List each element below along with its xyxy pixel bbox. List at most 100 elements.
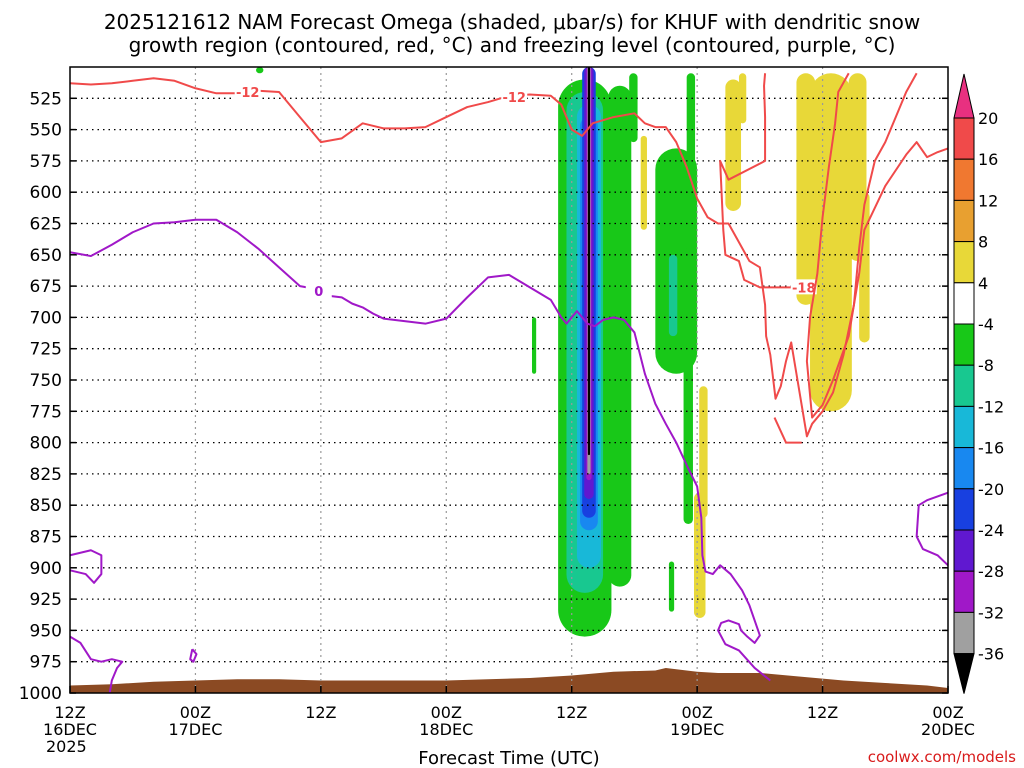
terrain-layer [70, 667, 948, 693]
y-tick-label: 750 [30, 371, 62, 391]
omega-region [256, 67, 264, 74]
omega-region [738, 73, 747, 124]
omega-region [640, 135, 647, 230]
x-tick-label: 00Z [180, 703, 211, 722]
contour-label-bg [234, 84, 261, 100]
omega-region [725, 79, 742, 211]
x-tick-label: 00Z [431, 703, 462, 722]
x-tick-label: 12Z [305, 703, 336, 722]
colorbar-label: 4 [978, 274, 988, 293]
omega-shading [256, 67, 870, 637]
x-axis-title: Forecast Time (UTC) [418, 748, 599, 768]
y-tick-label: 1000 [19, 684, 62, 704]
y-tick-label: 600 [30, 183, 62, 203]
colorbar-swatch [953, 405, 975, 449]
contour-label-bg [790, 279, 817, 295]
y-tick-label: 775 [30, 402, 62, 422]
y-tick-label: 525 [30, 89, 62, 109]
chart-title-line1: 2025121612 NAM Forecast Omega (shaded, μ… [104, 10, 920, 34]
x-tick-label: 19DEC [670, 720, 724, 739]
omega-region [796, 73, 816, 305]
freezing-level-contour [189, 648, 198, 663]
y-tick-label: 700 [30, 308, 62, 328]
contour-label: -18 [792, 281, 816, 296]
colorbar-swatch [953, 529, 975, 572]
colorbar-top-arrow [953, 73, 975, 119]
colorbar-swatch [953, 488, 975, 531]
colorbar-swatch [953, 282, 975, 325]
dgz-contours: -12 -12 -18 [69, 72, 949, 444]
contour-label-bg [501, 89, 528, 105]
colorbar-swatch [953, 199, 975, 243]
y-tick-label: 550 [30, 121, 62, 141]
x-tick-label: 00Z [681, 703, 712, 722]
x-tick-label: 17DEC [168, 720, 222, 739]
contour-label: -12 [502, 91, 526, 106]
colorbar-label: -36 [978, 645, 1004, 664]
omega-region [668, 254, 678, 337]
omega-region [699, 386, 708, 518]
colorbar-label: 12 [978, 191, 998, 210]
dgz-contour [69, 72, 918, 438]
contour-label: -12 [236, 86, 260, 101]
chart-title-line2: growth region (contoured, red, °C) and f… [129, 33, 896, 57]
omega-region [810, 73, 852, 412]
freezing-level-contour [69, 549, 103, 584]
colorbar-label: 8 [978, 233, 988, 252]
y-tick-label: 625 [30, 215, 62, 235]
y-tick-label: 650 [30, 246, 62, 266]
colorbar-swatch [953, 611, 975, 655]
credit-link[interactable]: coolwx.com/models [868, 748, 1016, 766]
y-tick-label: 950 [30, 621, 62, 641]
colorbar-swatch [953, 570, 975, 613]
colorbar-label: 16 [978, 150, 998, 169]
colorbar-label: 20 [978, 109, 998, 128]
y-tick-label: 800 [30, 434, 62, 454]
colorbar-swatch [953, 323, 975, 366]
colorbar-label: -4 [978, 315, 994, 334]
y-tick-label: 975 [30, 653, 62, 673]
y-tick-label: 875 [30, 528, 62, 548]
dgz-contour [773, 417, 802, 444]
colorbar-label: -8 [978, 356, 994, 375]
x-tick-label: 12Z [556, 703, 587, 722]
y-axis: 525 550 575 600 625 650 675 700 725 750 775 800 825 8… [19, 89, 948, 704]
y-tick-label: 900 [30, 559, 62, 579]
colorbar-label: -32 [978, 603, 1004, 622]
colorbar-swatch [953, 117, 975, 160]
y-tick-label: 825 [30, 465, 62, 485]
freezing-level-contour [915, 491, 949, 567]
contour-label-bg [305, 283, 332, 299]
dgz-contour [805, 72, 949, 419]
colorbar-swatch [953, 241, 975, 284]
omega-region [683, 248, 693, 524]
x-tick-label: 12Z [54, 703, 85, 722]
omega-region [668, 561, 675, 612]
y-tick-label: 675 [30, 277, 62, 297]
colorbar-swatch [953, 447, 975, 490]
omega-region [608, 85, 632, 587]
colorbar-label: -24 [978, 521, 1004, 540]
colorbar-bottom-arrow [953, 653, 975, 694]
dgz-contour [719, 73, 792, 289]
omega-region [629, 73, 638, 143]
contour-label: 0 [314, 285, 323, 300]
omega-region [531, 317, 537, 374]
colorbar-swatch [953, 364, 975, 407]
x-tick-label: 12Z [807, 703, 838, 722]
x-tick-label: 20DEC [921, 720, 975, 739]
x-tick-label: 00Z [932, 703, 963, 722]
freezing-level-contours: 0 [69, 218, 949, 694]
terrain-fill [70, 667, 948, 693]
omega-region [587, 67, 591, 456]
x-tick-label: 18DEC [419, 720, 473, 739]
y-tick-label: 925 [30, 590, 62, 610]
freezing-level-contour [69, 635, 124, 694]
colorbar-label: -12 [978, 397, 1004, 416]
colorbar-label: -28 [978, 562, 1004, 581]
colorbar-label: -20 [978, 480, 1004, 499]
freezing-level-contour [69, 218, 771, 682]
x-tick-label: 2025 [46, 737, 87, 756]
x-tick-label: 16DEC [43, 720, 97, 739]
